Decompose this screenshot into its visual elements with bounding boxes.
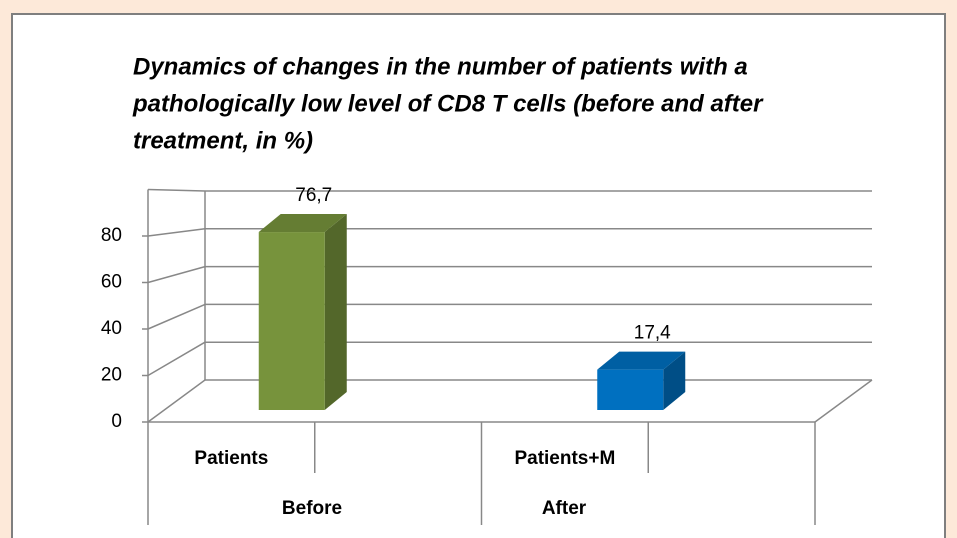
- chart-title-line: pathologically low level of CD8 T cells …: [132, 90, 764, 117]
- group-label: Before: [282, 498, 342, 519]
- chart-title-line: Dynamics of changes in the number of pat…: [133, 53, 748, 80]
- left-wall-top: [147, 188, 206, 192]
- x-tick-label: Patients+M: [514, 448, 615, 469]
- bar-top: [597, 351, 686, 370]
- chart-area: [11, 13, 946, 538]
- x-tick-label: Patients: [194, 448, 268, 469]
- bar-side: [663, 351, 686, 410]
- data-label: 17,4: [634, 323, 671, 344]
- grid-line-side: [147, 228, 206, 237]
- bar-front: [597, 369, 664, 410]
- bar-front: [258, 232, 325, 410]
- grid-line-side: [147, 341, 206, 377]
- chart-title-line: treatment, in %): [133, 127, 313, 154]
- grid-line-side: [147, 303, 206, 330]
- bar-side: [324, 214, 347, 410]
- y-tick-label: 40: [101, 318, 122, 339]
- data-label: 76,7: [295, 185, 332, 206]
- grid-line-side: [147, 265, 206, 284]
- title: Dynamics of changes in the number of pat…: [132, 53, 764, 154]
- floor-right: [814, 379, 873, 423]
- y-tick-label: 0: [111, 411, 122, 432]
- bar-top: [258, 214, 347, 233]
- y-tick-label: 80: [101, 225, 122, 246]
- y-tick-label: 60: [101, 272, 122, 293]
- grid-line-side: [147, 379, 206, 423]
- y-tick-label: 20: [101, 365, 122, 386]
- bar: [597, 351, 686, 410]
- bar: [258, 214, 347, 410]
- group-label: After: [542, 498, 587, 519]
